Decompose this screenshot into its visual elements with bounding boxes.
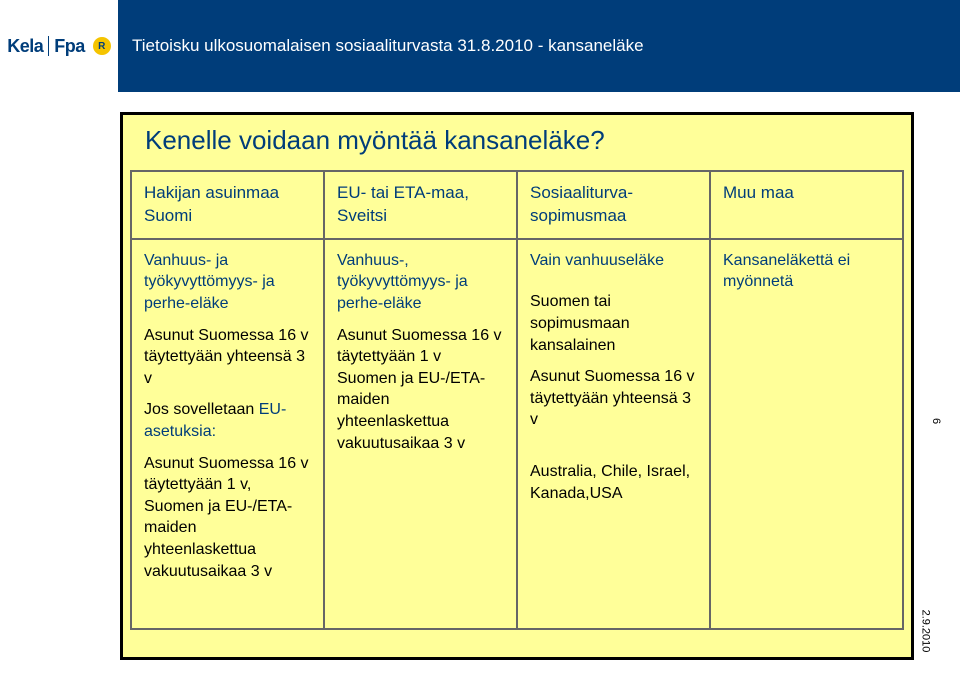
- hdr4: Muu maa: [723, 183, 794, 202]
- c3-block3: Asunut Suomessa 16 v täytettyään yhteens…: [530, 366, 697, 431]
- c1-block2: Asunut Suomessa 16 v täytettyään yhteens…: [144, 325, 311, 390]
- comparison-table: Hakijan asuinmaa Suomi EU- tai ETA-maa, …: [130, 170, 904, 630]
- c3-block2: Suomen tai sopimusmaan kansalainen: [530, 291, 697, 356]
- slide-title: Kenelle voidaan myöntää kansaneläke?: [145, 125, 889, 156]
- header-cell-3: Sosiaaliturva-sopimusmaa: [517, 171, 710, 239]
- logo: Kela Fpa R: [7, 36, 111, 57]
- hdr1-line2: Suomi: [144, 206, 192, 225]
- slide-content: Kenelle voidaan myöntää kansaneläke? Hak…: [120, 112, 914, 660]
- header-title: Tietoisku ulkosuomalaisen sosiaaliturvas…: [132, 36, 644, 56]
- table-header-row: Hakijan asuinmaa Suomi EU- tai ETA-maa, …: [131, 171, 903, 239]
- header-band: Kela Fpa R Tietoisku ulkosuomalaisen sos…: [0, 0, 960, 92]
- table-body-row: Vanhuus- ja työkyvyttömyys- ja perhe-elä…: [131, 239, 903, 629]
- c4-block: Kansaneläkettä ei myönnetä: [723, 250, 890, 293]
- body-cell-1: Vanhuus- ja työkyvyttömyys- ja perhe-elä…: [131, 239, 324, 629]
- body-cell-3: Vain vanhuuseläke Suomen tai sopimusmaan…: [517, 239, 710, 629]
- logo-area: Kela Fpa R: [0, 0, 118, 92]
- c2-block1: Vanhuus-, työkyvyttömyys- ja perhe-eläke: [337, 250, 504, 315]
- page-number: 6: [930, 418, 942, 424]
- logo-text-left: Kela: [7, 36, 43, 57]
- title-band: Tietoisku ulkosuomalaisen sosiaaliturvas…: [118, 0, 960, 92]
- body-cell-4: Kansaneläkettä ei myönnetä: [710, 239, 903, 629]
- c1-block3-pre: Jos sovelletaan: [144, 401, 259, 418]
- header-cell-2: EU- tai ETA-maa, Sveitsi: [324, 171, 517, 239]
- hdr1-line1: Hakijan asuinmaa: [144, 183, 279, 202]
- c2-block2: Asunut Suomessa 16 v täytettyään 1 v Suo…: [337, 325, 504, 455]
- c3-block4: Australia, Chile, Israel, Kanada,USA: [530, 461, 697, 504]
- c3-block1: Vain vanhuuseläke: [530, 250, 697, 272]
- c1-block1: Vanhuus- ja työkyvyttömyys- ja perhe-elä…: [144, 250, 311, 315]
- body-cell-2: Vanhuus-, työkyvyttömyys- ja perhe-eläke…: [324, 239, 517, 629]
- header-cell-1: Hakijan asuinmaa Suomi: [131, 171, 324, 239]
- c1-block4: Asunut Suomessa 16 v täytettyään 1 v, Su…: [144, 453, 311, 583]
- header-cell-4: Muu maa: [710, 171, 903, 239]
- hdr3: Sosiaaliturva-sopimusmaa: [530, 183, 633, 225]
- hdr2: EU- tai ETA-maa, Sveitsi: [337, 183, 469, 225]
- logo-badge-icon: R: [93, 37, 111, 55]
- logo-divider: [48, 36, 49, 56]
- page-date: 2.9.2010: [920, 610, 932, 653]
- c1-block3: Jos sovelletaan EU-asetuksia:: [144, 399, 311, 442]
- logo-text-right: Fpa: [54, 36, 85, 57]
